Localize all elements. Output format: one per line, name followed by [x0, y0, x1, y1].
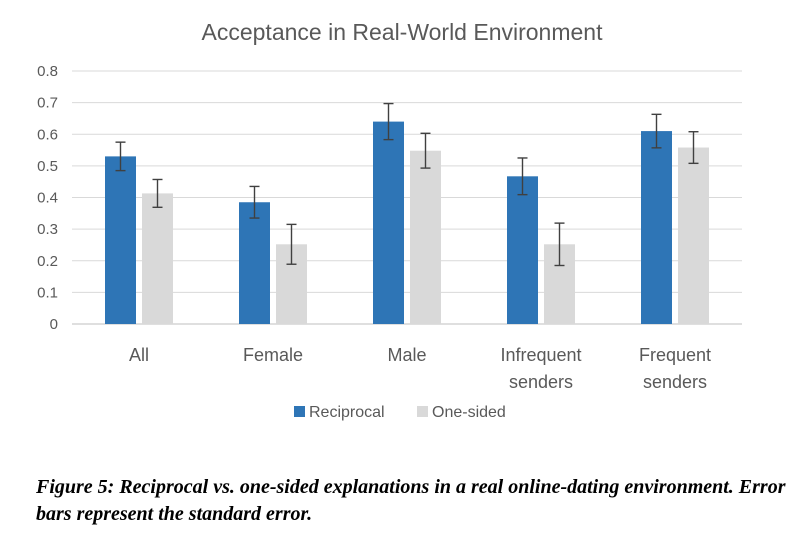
x-category-label: Female	[243, 345, 303, 365]
bars	[105, 121, 709, 324]
y-tick-label: 0.3	[37, 221, 58, 238]
bar-reciprocal	[641, 131, 672, 324]
x-category-label: Male	[387, 345, 426, 365]
y-tick-label: 0	[50, 316, 58, 333]
bar-one-sided	[678, 147, 709, 324]
chart: Acceptance in Real-World Environment 0 0.…	[37, 19, 742, 421]
y-tick-label: 0.6	[37, 126, 58, 143]
bar-one-sided	[410, 150, 441, 324]
legend-swatch-one-sided	[417, 406, 428, 417]
chart-title: Acceptance in Real-World Environment	[202, 19, 604, 45]
x-category-label: senders	[643, 372, 707, 392]
error-bars	[115, 102, 699, 267]
y-tick-label: 0.5	[37, 158, 58, 175]
y-tick-label: 0.7	[37, 95, 58, 112]
x-category-label: senders	[509, 372, 573, 392]
y-axis-tick-labels: 0 0.1 0.2 0.3 0.4 0.5 0.6 0.7 0.8	[37, 63, 58, 333]
x-category-label: Frequent	[639, 345, 711, 365]
bar-reciprocal	[105, 156, 136, 324]
gridlines	[72, 70, 742, 325]
y-tick-label: 0.1	[37, 284, 58, 301]
y-tick-label: 0.2	[37, 253, 58, 270]
legend-swatch-reciprocal	[294, 406, 305, 417]
y-tick-label: 0.8	[37, 63, 58, 80]
bar-reciprocal	[239, 202, 270, 324]
x-axis-labels: All Female Male Infrequent senders Frequent se…	[129, 345, 711, 392]
x-category-label: All	[129, 345, 149, 365]
bar-reciprocal	[373, 121, 404, 324]
figure-caption: Figure 5: Reciprocal vs. one-sided expla…	[36, 476, 786, 525]
bar-one-sided	[142, 193, 173, 324]
x-category-label: Infrequent	[500, 345, 581, 365]
legend: Reciprocal One-sided	[294, 404, 506, 421]
legend-label: One-sided	[432, 404, 506, 421]
legend-label: Reciprocal	[309, 404, 385, 421]
bar-reciprocal	[507, 176, 538, 324]
y-tick-label: 0.4	[37, 190, 58, 207]
